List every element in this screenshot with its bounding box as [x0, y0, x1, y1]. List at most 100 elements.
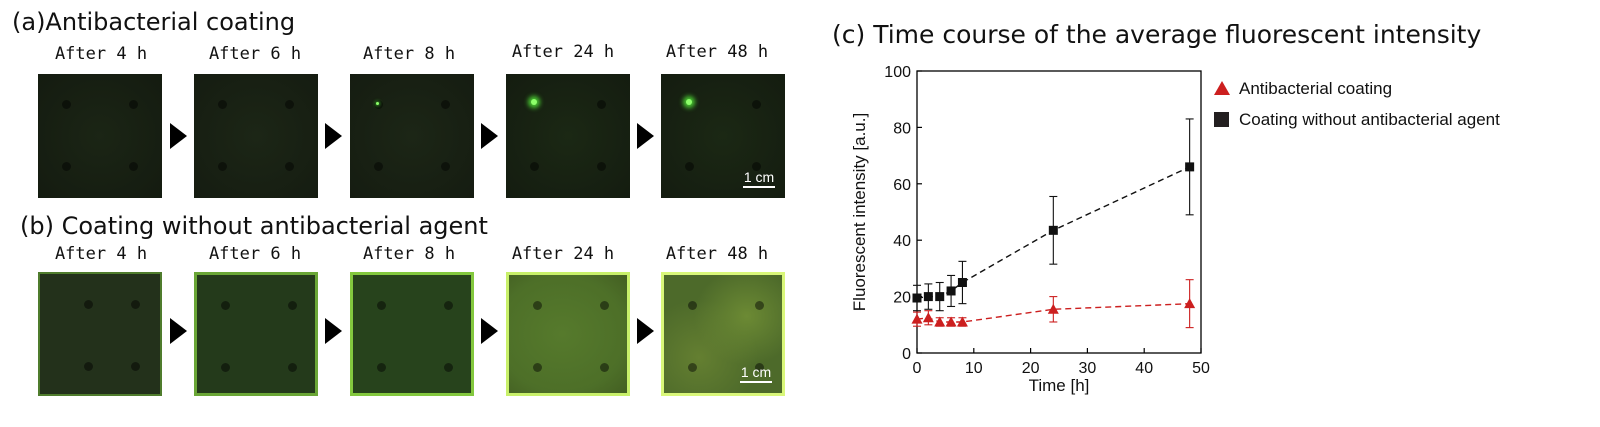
- scale-bar: 1 cm: [743, 170, 775, 188]
- data-point-triangle: [922, 312, 934, 323]
- x-tick-label: 50: [1192, 360, 1210, 377]
- panel-b-label-8h: After 8 h: [362, 244, 456, 264]
- plate-hole: [444, 301, 453, 310]
- panel-a-plate-4h: [38, 74, 162, 198]
- plate-hole: [752, 100, 761, 109]
- plate-hole: [62, 162, 71, 171]
- panel-a-title: (a)Antibacterial coating: [12, 8, 296, 36]
- plate-hole: [597, 162, 606, 171]
- data-point-triangle: [1047, 303, 1059, 314]
- plate-hole: [441, 162, 450, 171]
- legend-label: Coating without antibacterial agent: [1239, 110, 1500, 129]
- panel-a-label-4h: After 4 h: [54, 44, 148, 64]
- arrow-right-icon: [170, 123, 187, 149]
- plate-hole: [62, 100, 71, 109]
- plate-hole: [285, 100, 294, 109]
- series-control: [912, 118, 1195, 312]
- data-point-square: [1185, 162, 1195, 172]
- data-point-square: [946, 286, 956, 296]
- legend: Antibacterial coating Coating without ant…: [1214, 79, 1500, 129]
- scale-bar-line: [740, 381, 772, 383]
- plate-hole: [597, 100, 606, 109]
- plate-hole: [441, 100, 450, 109]
- y-tick-label: 60: [893, 177, 911, 194]
- plate-hole: [129, 100, 138, 109]
- panel-b-label-4h: After 4 h: [54, 244, 148, 264]
- scale-bar: 1 cm: [740, 365, 772, 383]
- panel-b-title: (b) Coating without antibacterial agent: [20, 212, 488, 240]
- plate-hole: [530, 162, 539, 171]
- series-antibacterial: [911, 279, 1196, 329]
- panel-b-plate-4h: [38, 272, 162, 396]
- plate-hole: [752, 162, 761, 171]
- x-tick-label: 0: [913, 360, 922, 377]
- plate-hole: [84, 362, 93, 371]
- y-tick-label: 40: [893, 233, 911, 250]
- panel-a-plate-6h: [194, 74, 318, 198]
- y-axis-label: Fluorescent intensity [a.u.]: [850, 113, 869, 311]
- legend-square-marker: [1214, 112, 1229, 127]
- plate-hole: [129, 162, 138, 171]
- plate-hole: [288, 363, 297, 372]
- plate-hole: [533, 301, 542, 310]
- panel-b-label-48h: After 48 h: [665, 244, 769, 264]
- panel-a-plate-8h: [350, 74, 474, 198]
- panel-a-plate-48h: 1 cm: [661, 74, 785, 198]
- plate-hole: [688, 301, 697, 310]
- plate-hole: [221, 363, 230, 372]
- x-axis-label: Time [h]: [1029, 376, 1090, 395]
- panel-b-plate-48h: 1 cm: [661, 272, 785, 396]
- plate-hole: [285, 162, 294, 171]
- arrow-right-icon: [170, 318, 187, 344]
- panel-a-label-8h: After 8 h: [362, 44, 456, 64]
- plot-frame: [916, 70, 1202, 354]
- plate-hole: [755, 301, 764, 310]
- panel-a-label-24h: After 24 h: [511, 42, 615, 62]
- plate-hole: [600, 301, 609, 310]
- panel-b-label-6h: After 6 h: [208, 244, 302, 264]
- panel-b-plate-24h: [506, 272, 630, 396]
- plate-hole: [84, 300, 93, 309]
- plate-hole: [218, 162, 227, 171]
- data-point-triangle: [911, 313, 923, 324]
- plate-hole: [533, 363, 542, 372]
- y-tick-label: 80: [893, 120, 911, 137]
- scale-bar-line: [743, 186, 775, 188]
- x-tick-label: 30: [1079, 360, 1097, 377]
- data-point-triangle: [956, 316, 968, 327]
- arrow-right-icon: [481, 318, 498, 344]
- fluorescent-spot: [376, 102, 379, 105]
- x-tick-label: 40: [1135, 360, 1153, 377]
- panel-b-label-24h: After 24 h: [511, 244, 615, 264]
- panel-a-label-48h: After 48 h: [665, 42, 769, 62]
- arrow-right-icon: [637, 318, 654, 344]
- chart-title: (c) Time course of the average fluoresce…: [832, 20, 1482, 49]
- plate-hole: [600, 363, 609, 372]
- plate-hole: [377, 301, 386, 310]
- arrow-right-icon: [325, 318, 342, 344]
- data-point-triangle: [945, 316, 957, 327]
- panel-a-plate-24h: [506, 74, 630, 198]
- plate-hole: [377, 363, 386, 372]
- data-point-triangle: [1184, 298, 1196, 309]
- y-tick-label: 100: [884, 64, 911, 81]
- x-tick-label: 10: [965, 360, 983, 377]
- data-point-square: [912, 293, 922, 303]
- arrow-right-icon: [481, 123, 498, 149]
- plate-hole: [221, 301, 230, 310]
- fluorescent-spot: [686, 99, 692, 105]
- plate-hole: [218, 100, 227, 109]
- plate-hole: [131, 362, 140, 371]
- plate-hole: [688, 363, 697, 372]
- scale-bar-label: 1 cm: [743, 169, 775, 185]
- legend-label: Antibacterial coating: [1239, 79, 1392, 98]
- scale-bar-label: 1 cm: [740, 364, 772, 380]
- x-tick-label: 20: [1022, 360, 1040, 377]
- y-tick-label: 20: [893, 290, 911, 307]
- data-point-square: [1048, 225, 1058, 235]
- panel-b-plate-8h: [350, 272, 474, 396]
- legend-triangle-marker: [1214, 81, 1230, 95]
- plate-hole: [444, 363, 453, 372]
- arrow-right-icon: [637, 123, 654, 149]
- plate-hole: [131, 300, 140, 309]
